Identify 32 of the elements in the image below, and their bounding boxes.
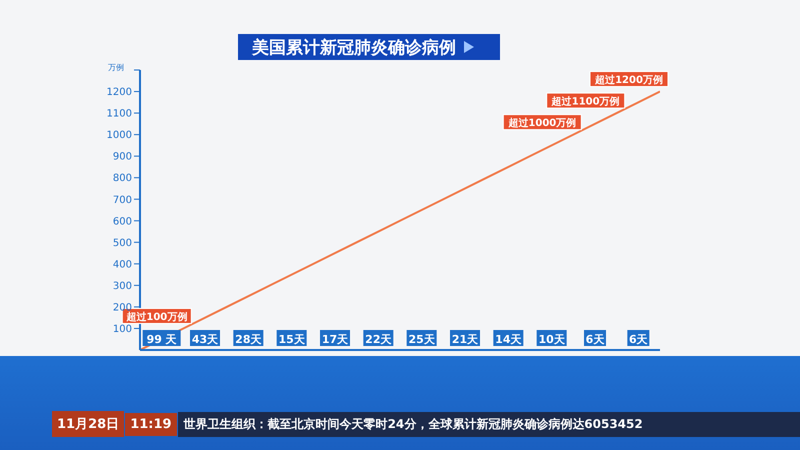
y-tick-label: 800 <box>112 173 132 184</box>
y-tick-label: 900 <box>112 152 132 163</box>
y-tick-label: 600 <box>112 216 132 228</box>
y-tick-label: 1200 <box>106 87 132 98</box>
y-tick-label: 700 <box>112 194 132 206</box>
annotation: 25天 <box>408 333 436 346</box>
data-label: 超过100万例 <box>125 310 188 323</box>
annotation: 6天 <box>586 333 606 346</box>
annotation: 6天 <box>629 333 649 346</box>
y-tick-label: 1000 <box>106 130 132 142</box>
y-tick-label: 1100 <box>106 108 132 120</box>
annotation: 21天 <box>452 333 480 346</box>
chart-title: 美国累计新冠肺炎确诊病例 <box>252 36 456 58</box>
text: 世界卫生组织：截至北京时间今天零时24分，全球累计新冠肺炎确诊病例达6053452 <box>178 412 800 436</box>
text: 11:19 <box>125 412 177 436</box>
annotation: 17天 <box>322 333 350 346</box>
data-label: 超过1000万例 <box>507 117 576 130</box>
annotation: 28天 <box>235 333 262 346</box>
data-label: 超过1200万例 <box>594 74 663 86</box>
annotation: 10天 <box>538 333 566 346</box>
y-tick-label: 300 <box>112 280 132 292</box>
y-tick-label: 100 <box>112 324 132 336</box>
y-axis-title: 万例 <box>108 62 124 73</box>
text: 11月28日 <box>52 411 124 437</box>
annotation: 14天 <box>495 333 522 346</box>
annotation: 15天 <box>278 333 306 346</box>
annotation: 43天 <box>192 333 220 346</box>
y-tick-label: 500 <box>112 238 132 249</box>
y-tick-label: 400 <box>112 259 132 270</box>
annotation: 99 天 <box>146 333 178 346</box>
data-label: 超过1100万例 <box>550 96 620 108</box>
annotation: 22天 <box>365 333 392 346</box>
